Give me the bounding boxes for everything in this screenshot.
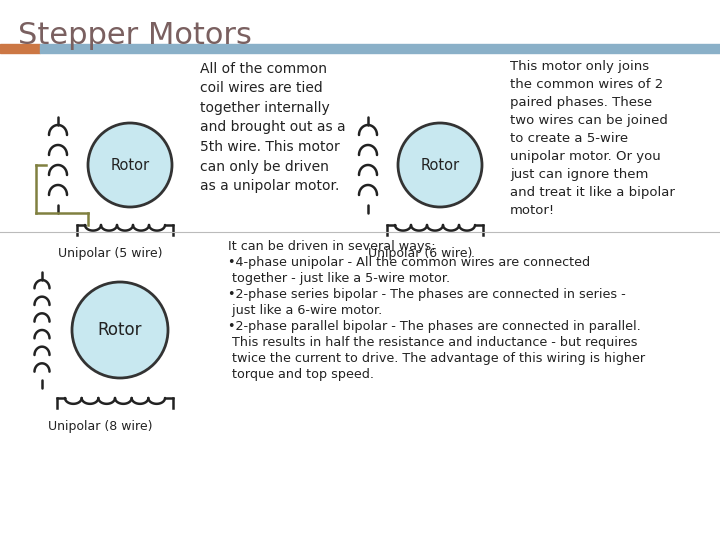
- Text: twice the current to drive. The advantage of this wiring is higher: twice the current to drive. The advantag…: [228, 352, 645, 365]
- Text: Unipolar (6 wire): Unipolar (6 wire): [368, 247, 472, 260]
- Bar: [0, 44, 40, 53]
- Circle shape: [72, 282, 168, 378]
- Text: It can be driven in several ways:: It can be driven in several ways:: [228, 240, 436, 253]
- Circle shape: [398, 123, 482, 207]
- Text: •2-phase series bipolar - The phases are connected in series -: •2-phase series bipolar - The phases are…: [228, 288, 626, 301]
- Text: All of the common
coil wires are tied
together internally
and brought out as a
5: All of the common coil wires are tied to…: [200, 62, 346, 193]
- Text: Rotor: Rotor: [420, 158, 459, 172]
- Text: Rotor: Rotor: [98, 321, 143, 339]
- Bar: [40, 44, 720, 53]
- Text: Stepper Motors: Stepper Motors: [18, 21, 252, 50]
- Circle shape: [88, 123, 172, 207]
- Text: torque and top speed.: torque and top speed.: [228, 368, 374, 381]
- Text: •4-phase unipolar - All the common wires are connected: •4-phase unipolar - All the common wires…: [228, 256, 590, 269]
- Text: just like a 6-wire motor.: just like a 6-wire motor.: [228, 304, 382, 317]
- Text: together - just like a 5-wire motor.: together - just like a 5-wire motor.: [228, 272, 450, 285]
- Text: Unipolar (5 wire): Unipolar (5 wire): [58, 247, 162, 260]
- Text: Rotor: Rotor: [110, 158, 150, 172]
- Text: Unipolar (8 wire): Unipolar (8 wire): [48, 420, 152, 433]
- Text: This motor only joins
the common wires of 2
paired phases. These
two wires can b: This motor only joins the common wires o…: [510, 60, 675, 217]
- Text: •2-phase parallel bipolar - The phases are connected in parallel.: •2-phase parallel bipolar - The phases a…: [228, 320, 641, 333]
- Text: This results in half the resistance and inductance - but requires: This results in half the resistance and …: [228, 336, 637, 349]
